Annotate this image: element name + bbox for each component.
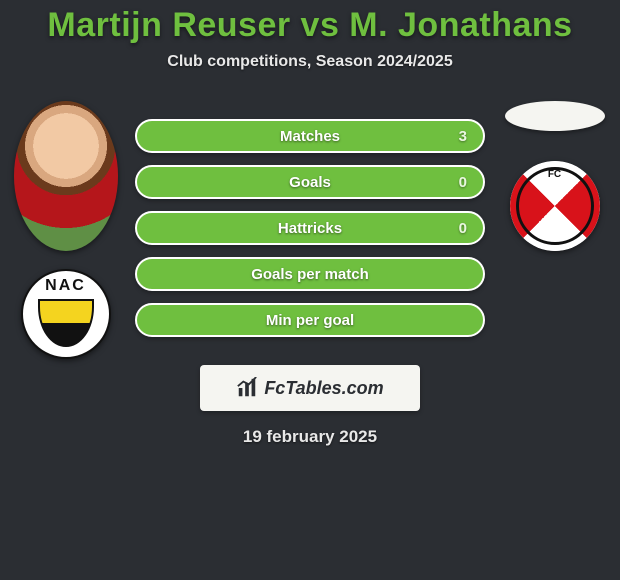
- stat-right-value: 0: [459, 220, 467, 237]
- footer-date: 19 february 2025: [135, 427, 485, 447]
- brand-text: FcTables.com: [264, 378, 383, 399]
- stat-label: Hattricks: [278, 220, 342, 237]
- stat-label: Goals per match: [251, 266, 369, 283]
- stat-right-value: 0: [459, 174, 467, 191]
- stats-column: Matches 3 Goals 0 Hattricks 0 Goals per …: [135, 101, 485, 447]
- club-badge-right-text: FC: [548, 169, 561, 180]
- content-area: NAC FC Matches 3 Goals 0: [0, 101, 620, 447]
- shield-icon: [38, 299, 94, 347]
- stat-row-goals: Goals 0: [135, 165, 485, 199]
- chart-bars-icon: [236, 377, 258, 399]
- stat-row-min-per-goal: Min per goal: [135, 303, 485, 337]
- stat-label: Min per goal: [266, 312, 354, 329]
- stat-label: Goals: [289, 174, 331, 191]
- page-subtitle: Club competitions, Season 2024/2025: [0, 53, 620, 71]
- player-photo-right-placeholder: [505, 101, 605, 131]
- page-title: Martijn Reuser vs M. Jonathans: [0, 6, 620, 45]
- stat-row-matches: Matches 3: [135, 119, 485, 153]
- stat-row-hattricks: Hattricks 0: [135, 211, 485, 245]
- stat-right-value: 3: [459, 128, 467, 145]
- right-column: FC: [497, 101, 612, 251]
- club-badge-left: NAC: [21, 269, 111, 359]
- player-photo-left: [14, 101, 118, 251]
- stat-label: Matches: [280, 128, 340, 145]
- comparison-card: Martijn Reuser vs M. Jonathans Club comp…: [0, 0, 620, 580]
- stat-row-goals-per-match: Goals per match: [135, 257, 485, 291]
- left-column: NAC: [8, 101, 123, 359]
- club-badge-right: FC: [510, 161, 600, 251]
- club-badge-left-text: NAC: [45, 277, 86, 295]
- brand-card[interactable]: FcTables.com: [200, 365, 420, 411]
